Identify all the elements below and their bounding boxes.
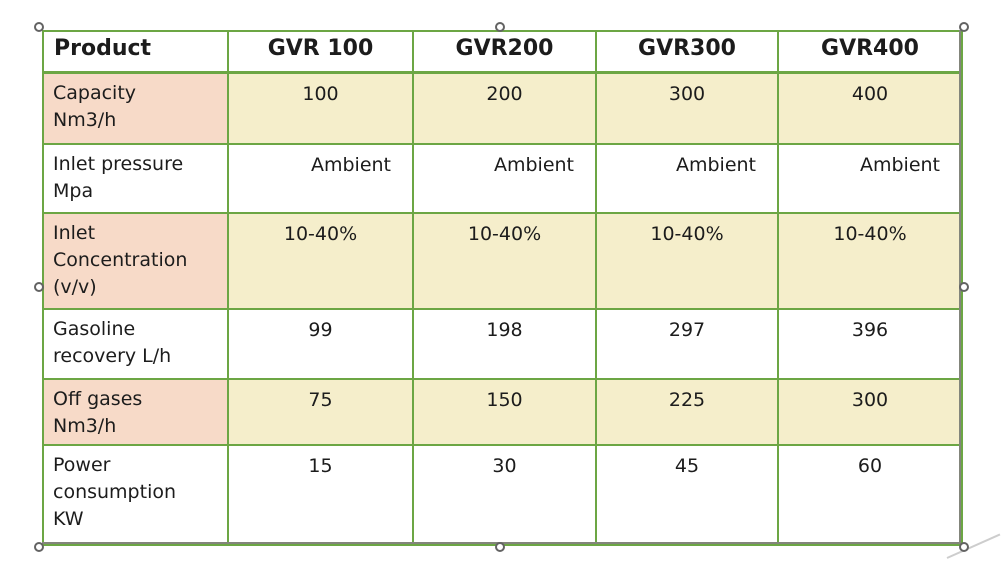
header-cell-gvr300[interactable]: GVR300 [595,30,779,74]
resize-handle-right-middle[interactable] [959,282,969,292]
resize-handle-top-right[interactable] [959,22,969,32]
header-cell-product[interactable]: Product [42,30,229,74]
resize-handle-left-middle[interactable] [34,282,44,292]
power-consumption-gvr100[interactable]: 15 [227,444,414,546]
power-consumption-gvr300[interactable]: 45 [595,444,779,546]
row-label-capacity[interactable]: Capacity Nm3/h [42,71,229,145]
table-row-gasoline-recovery: Gasoline recovery L/h 99 198 297 396 [42,308,963,380]
inlet-pressure-gvr200[interactable]: Ambient [412,143,597,214]
resize-handle-bottom-middle[interactable] [494,542,505,552]
off-gases-gvr300[interactable]: 225 [595,378,779,446]
power-consumption-gvr400[interactable]: 60 [777,444,963,546]
capacity-gvr200[interactable]: 200 [412,71,597,145]
inlet-concentration-gvr300[interactable]: 10-40% [595,212,779,310]
off-gases-gvr200[interactable]: 150 [412,378,597,446]
spec-table: Product GVR 100 GVR200 GVR300 GVR400 Cap… [42,30,963,546]
resize-handle-top-middle[interactable] [494,22,505,32]
gasoline-recovery-gvr200[interactable]: 198 [412,308,597,380]
inlet-pressure-gvr100[interactable]: Ambient [227,143,414,214]
off-gases-gvr400[interactable]: 300 [777,378,963,446]
table-row-off-gases: Off gases Nm3/h 75 150 225 300 [42,378,963,446]
capacity-gvr100[interactable]: 100 [227,71,414,145]
off-gases-gvr100[interactable]: 75 [227,378,414,446]
table-header-row: Product GVR 100 GVR200 GVR300 GVR400 [42,30,963,74]
table-row-inlet-concentration: Inlet Concentration (v/v) 10-40% 10-40% … [42,212,963,310]
capacity-gvr400[interactable]: 400 [777,71,963,145]
inlet-concentration-gvr200[interactable]: 10-40% [412,212,597,310]
header-cell-gvr400[interactable]: GVR400 [777,30,963,74]
table-row-power-consumption: Power consumption KW 15 30 45 60 [42,444,963,546]
gasoline-recovery-gvr300[interactable]: 297 [595,308,779,380]
row-label-inlet-pressure[interactable]: Inlet pressure Mpa [42,143,229,214]
header-cell-gvr100[interactable]: GVR 100 [227,30,414,74]
gasoline-recovery-gvr100[interactable]: 99 [227,308,414,380]
inlet-pressure-gvr300[interactable]: Ambient [595,143,779,214]
table-row-inlet-pressure: Inlet pressure Mpa Ambient Ambient Ambie… [42,143,963,214]
inlet-concentration-gvr100[interactable]: 10-40% [227,212,414,310]
gasoline-recovery-gvr400[interactable]: 396 [777,308,963,380]
power-consumption-gvr200[interactable]: 30 [412,444,597,546]
resize-handle-top-left[interactable] [34,22,44,32]
resize-handle-bottom-left[interactable] [34,542,44,552]
row-label-off-gases[interactable]: Off gases Nm3/h [42,378,229,446]
row-label-gasoline-recovery[interactable]: Gasoline recovery L/h [42,308,229,380]
row-label-inlet-concentration[interactable]: Inlet Concentration (v/v) [42,212,229,310]
capacity-gvr300[interactable]: 300 [595,71,779,145]
product-spec-table[interactable]: Product GVR 100 GVR200 GVR300 GVR400 Cap… [34,22,1001,559]
inlet-pressure-gvr400[interactable]: Ambient [777,143,963,214]
row-label-power-consumption[interactable]: Power consumption KW [42,444,229,546]
table-row-capacity: Capacity Nm3/h 100 200 300 400 [42,71,963,145]
resize-handle-bottom-right[interactable] [959,542,969,552]
header-cell-gvr200[interactable]: GVR200 [412,30,597,74]
inlet-concentration-gvr400[interactable]: 10-40% [777,212,963,310]
